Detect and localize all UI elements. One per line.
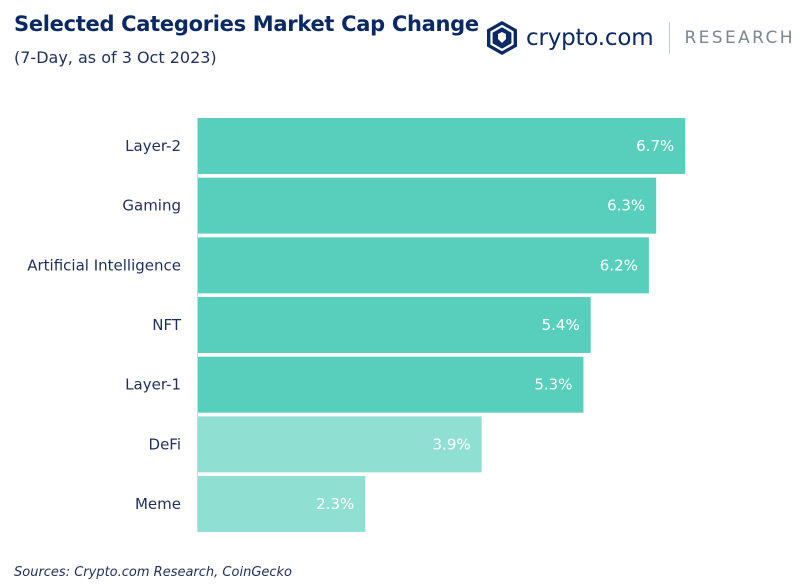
chart-title: Selected Categories Market Cap Change [14, 12, 479, 36]
crypto-com-shield-icon [487, 21, 517, 55]
category-label: Artificial Intelligence [27, 256, 181, 274]
logo-divider [669, 22, 671, 54]
value-label: 2.3% [316, 495, 354, 513]
bar-defi [198, 416, 482, 473]
category-label: DeFi [149, 435, 181, 453]
bar-gaming [198, 177, 657, 234]
value-label: 6.2% [600, 256, 638, 274]
value-label: 5.4% [542, 316, 580, 334]
bar-artificial-intelligence [198, 237, 649, 294]
category-label: Meme [135, 495, 181, 513]
bar-meme [198, 476, 366, 533]
bar-nft [198, 297, 591, 354]
bar-layer-1 [198, 356, 584, 413]
brand-logo: crypto.com RESEARCH [486, 20, 795, 56]
brand-name: crypto.com [526, 25, 654, 51]
chart-subtitle: (7-Day, as of 3 Oct 2023) [14, 48, 217, 67]
value-label: 5.3% [534, 376, 572, 394]
value-label: 6.3% [607, 197, 645, 215]
source-note: Sources: Crypto.com Research, CoinGecko [14, 565, 293, 580]
category-label: Layer-2 [125, 137, 181, 155]
category-label: Layer-1 [125, 376, 181, 394]
category-label: NFT [152, 316, 182, 334]
category-label: Gaming [122, 197, 181, 215]
research-label: RESEARCH [684, 28, 795, 48]
value-label: 6.7% [636, 137, 674, 155]
bar-layer-2 [198, 118, 686, 174]
value-label: 3.9% [433, 435, 471, 453]
bars-layer: Layer-2 6.7% Gaming 6.3% Artificial Intellig… [27, 118, 686, 533]
